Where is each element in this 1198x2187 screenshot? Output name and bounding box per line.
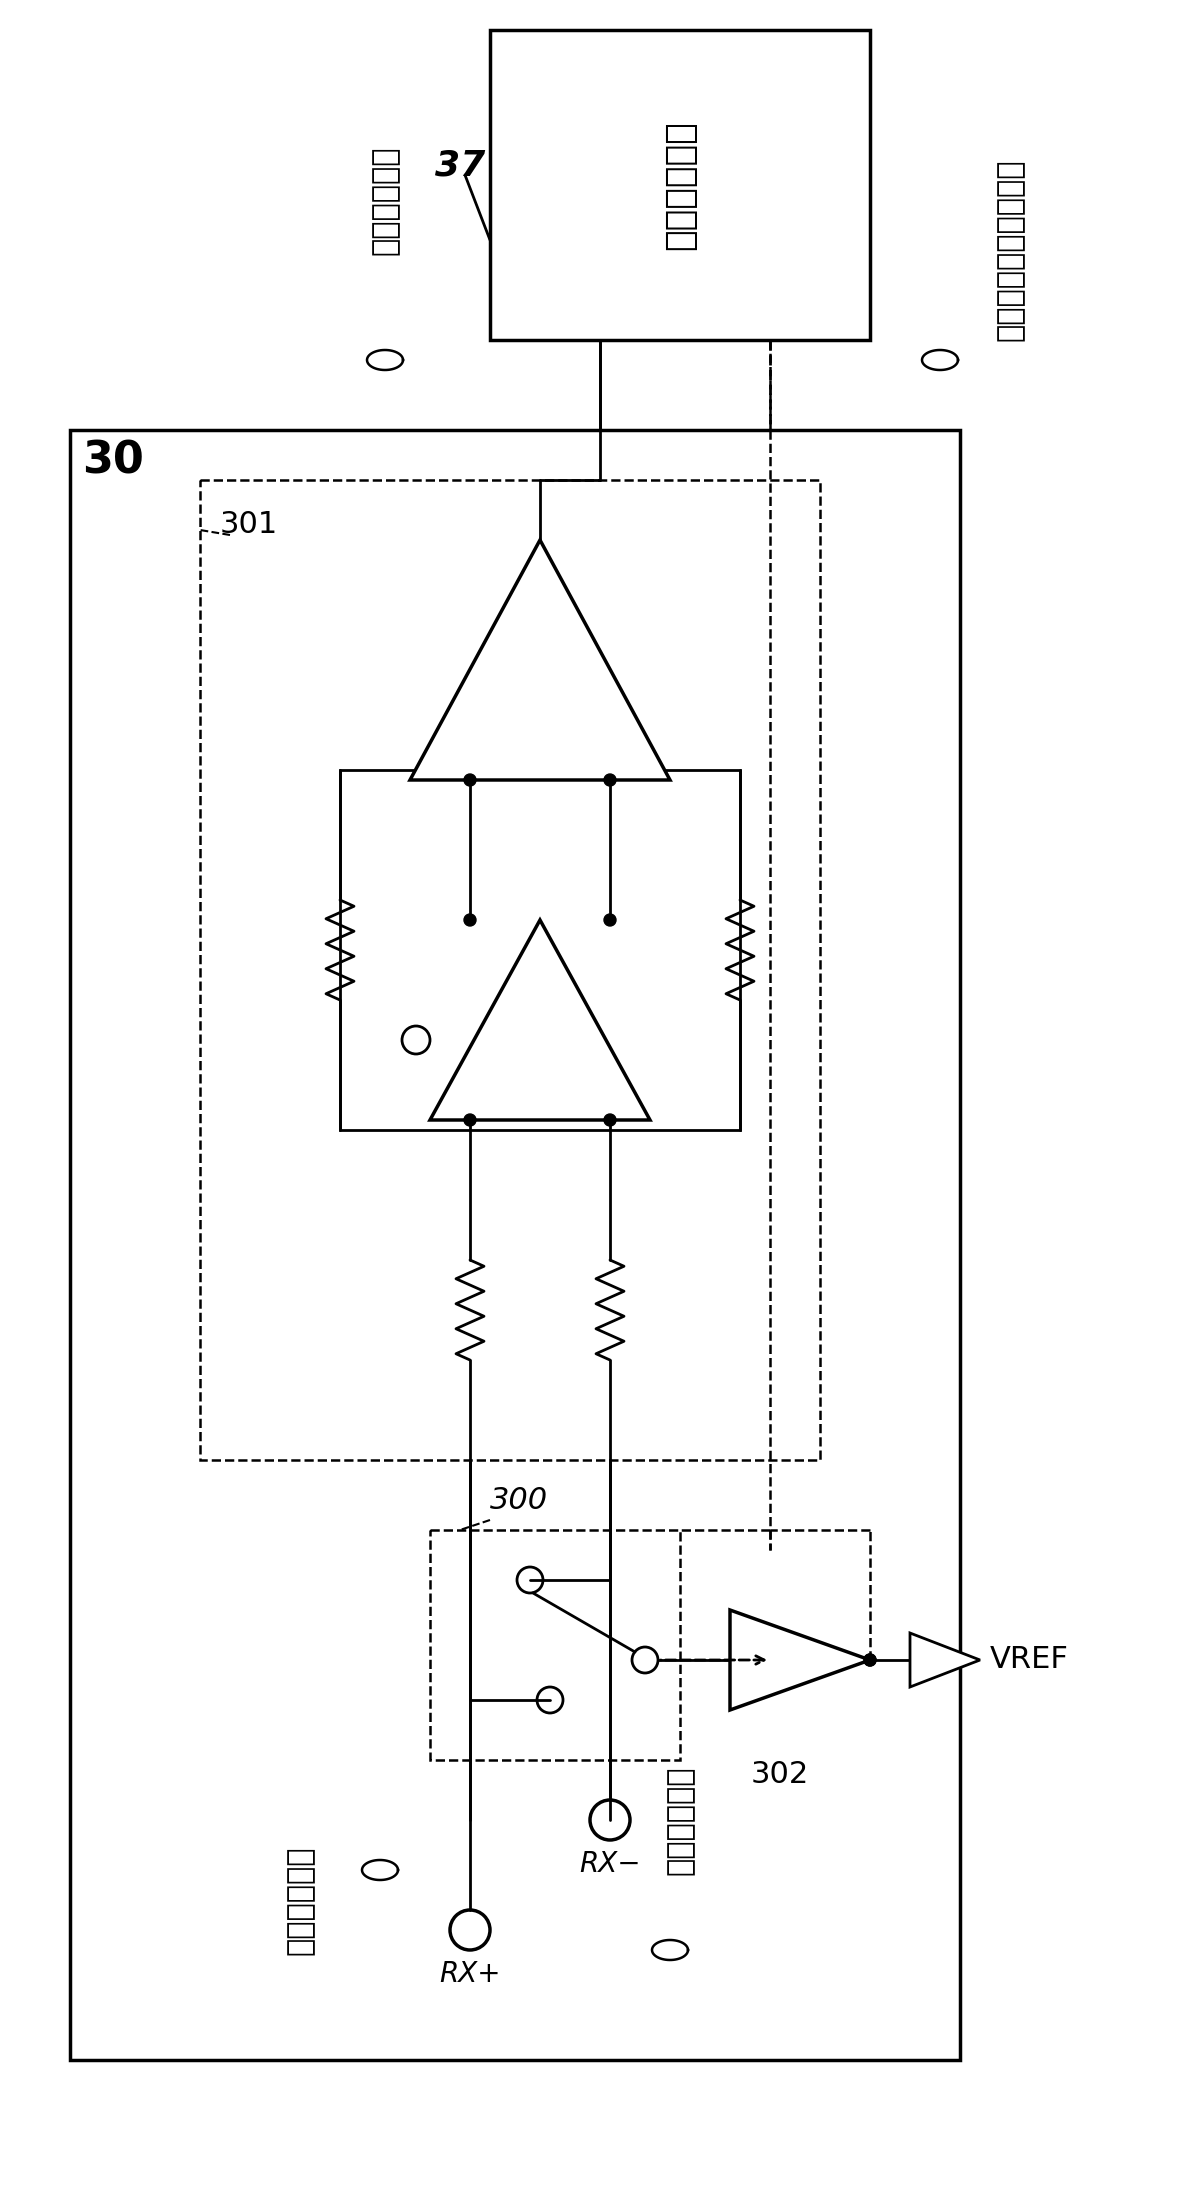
- Text: 断线检测模块: 断线检测模块: [662, 120, 697, 249]
- Text: 负的接收信号: 负的接收信号: [666, 1765, 695, 1874]
- Bar: [430, 1531, 680, 1761]
- Polygon shape: [430, 921, 651, 1120]
- Circle shape: [864, 1653, 876, 1666]
- Text: 正的接收信号: 正的接收信号: [285, 1846, 315, 1955]
- Circle shape: [464, 914, 476, 925]
- Text: 差分合成信号: 差分合成信号: [370, 144, 399, 254]
- Text: RX−: RX−: [580, 1850, 641, 1879]
- Text: 差分开关模块控制信号: 差分开关模块控制信号: [996, 160, 1024, 341]
- Text: 301: 301: [220, 510, 278, 538]
- Polygon shape: [910, 1634, 980, 1686]
- Circle shape: [604, 1113, 616, 1126]
- Circle shape: [604, 774, 616, 785]
- Text: 302: 302: [751, 1761, 809, 1789]
- Polygon shape: [730, 1610, 870, 1710]
- Circle shape: [464, 1113, 476, 1126]
- Circle shape: [464, 774, 476, 785]
- Polygon shape: [410, 540, 670, 781]
- Bar: [200, 479, 819, 1461]
- Text: 300: 300: [490, 1485, 549, 1516]
- Bar: [69, 431, 960, 2060]
- Bar: [340, 770, 740, 1131]
- Text: VREF: VREF: [990, 1645, 1069, 1675]
- Text: RX+: RX+: [440, 1960, 501, 1988]
- Text: 30: 30: [81, 440, 144, 483]
- Circle shape: [864, 1653, 876, 1666]
- Text: 37: 37: [435, 149, 485, 182]
- Circle shape: [604, 914, 616, 925]
- Bar: [490, 31, 870, 339]
